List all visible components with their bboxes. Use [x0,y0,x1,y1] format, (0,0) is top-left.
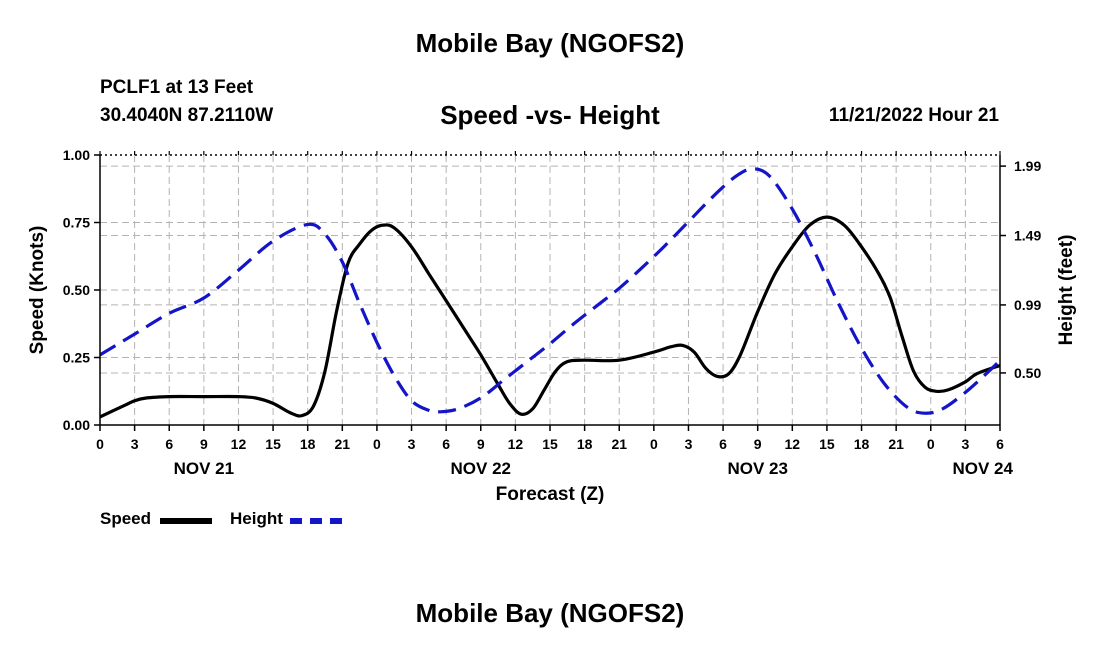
y-right-axis-title: Height (feet) [1056,235,1077,346]
y-left-tick-label: 0.50 [63,282,90,298]
x-tick-label: 6 [442,436,450,452]
x-tick-label: 6 [719,436,727,452]
y-left-tick-label: 0.75 [63,215,90,231]
x-tick-label: 3 [961,436,969,452]
x-tick-label: 3 [408,436,416,452]
x-tick-label: 3 [685,436,693,452]
date-label: NOV 24 [952,459,1013,478]
x-tick-label: 21 [611,436,627,452]
y-left-axis-title: Speed (Knots) [27,226,48,355]
grid-lines [100,155,1000,425]
y-left-tick-label: 1.00 [63,147,90,163]
y-right-tick-label: 1.99 [1014,158,1041,174]
x-tick-label: 9 [477,436,485,452]
chart-title: Mobile Bay (NGOFS2) [415,28,685,58]
x-tick-label: 12 [231,436,247,452]
x-tick-label: 18 [854,436,870,452]
coordinates-label: 30.4040N 87.2110W [100,105,274,126]
x-tick-label: 0 [650,436,658,452]
x-tick-label: 18 [300,436,316,452]
legend-height-swatch [290,518,342,524]
footer-title: Mobile Bay (NGOFS2) [415,598,685,628]
x-tick-label: 18 [577,436,593,452]
x-tick-label: 6 [996,436,1004,452]
legend-height-label: Height [230,509,283,528]
legend-speed-swatch [160,518,212,524]
date-label: NOV 21 [174,459,234,478]
x-tick-label: 9 [200,436,208,452]
station-label: PCLF1 at 13 Feet [100,77,254,98]
x-tick-label: 15 [819,436,835,452]
date-label: NOV 23 [727,459,787,478]
y-right-tick-label: 0.50 [1014,365,1041,381]
series-layer [100,167,1000,419]
x-tick-label: 21 [335,436,351,452]
y-left-tick-label: 0.25 [63,350,90,366]
y-right-tick-label: 0.99 [1014,297,1041,313]
x-axis-title: Forecast (Z) [496,484,605,505]
x-tick-label: 12 [785,436,801,452]
forecast-datetime: 11/21/2022 Hour 21 [828,105,999,126]
y-left-tick-label: 0.00 [63,417,90,433]
x-tick-label: 15 [542,436,558,452]
x-tick-label: 6 [165,436,173,452]
x-tick-label: 0 [96,436,104,452]
axis-ticks [94,151,1006,431]
axis-labels: 0 3 6 9 12 15 18 21 0 3 6 9 12 15 18 21 0 3 6 9 12 15 18 21 0 3 6 0… [27,147,1077,505]
x-tick-label: 12 [508,436,524,452]
x-tick-label: 15 [265,436,281,452]
x-tick-label: 0 [927,436,935,452]
x-tick-label: 21 [888,436,904,452]
x-tick-label: 9 [754,436,762,452]
chart-subtitle: Speed -vs- Height [440,100,660,130]
x-tick-label: 0 [373,436,381,452]
series-line-speed [100,215,1000,419]
y-right-tick-label: 1.49 [1014,228,1041,244]
series-line-height [100,167,1000,415]
legend-speed-label: Speed [100,509,152,528]
date-label: NOV 22 [451,459,511,478]
x-tick-label: 3 [131,436,139,452]
